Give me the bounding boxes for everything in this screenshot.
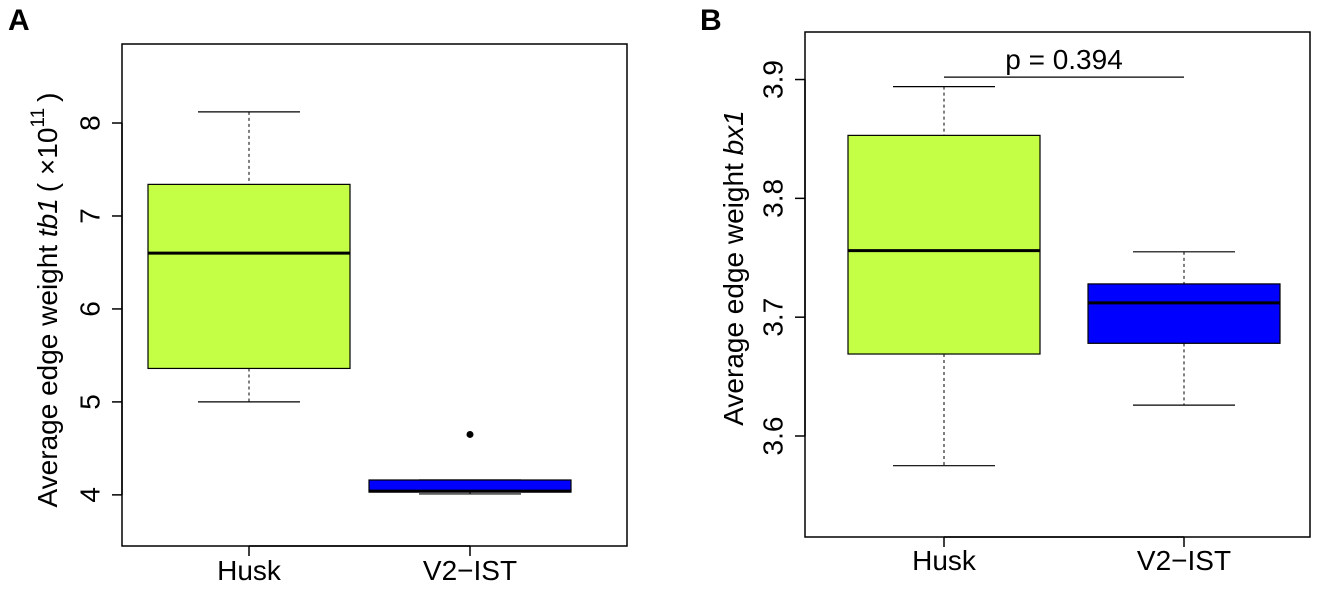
y-tick-label: 4 [74,487,105,503]
boxplot-husk [147,111,351,403]
x-tick-label: Husk [912,545,977,576]
panel-b-significance: p = 0.394 [944,44,1184,78]
y-tick-label: 7 [74,208,105,224]
panel-a-ylabel-gene: tb1 [32,198,63,237]
iqr-box [147,183,351,370]
panel-a: A 4 5 6 7 8 Husk V2−IST Average edge weight t… [8,4,628,586]
panel-a-x-axis: Husk V2−IST [217,545,517,586]
y-tick-label: 5 [74,394,105,410]
panel-b-boxplots [847,86,1281,467]
y-tick-label: 3.9 [757,60,788,99]
panel-b: B 3.6 3.7 3.8 3.9 Husk V2−IST p = 0.394 Aver… [700,4,1311,576]
y-tick-label: 3.6 [757,417,788,456]
panel-b-ylabel-gene: bx1 [718,110,749,155]
panel-a-ylabel-close: ) [32,93,63,102]
boxplot-husk [847,86,1041,467]
y-tick-label: 3.8 [757,179,788,218]
panel-a-ylabel-prefix: Average edge weight [32,237,63,507]
panel-a-y-axis: 4 5 6 7 8 [74,115,123,503]
panel-a-ylabel-scale: ( ×10 [32,128,63,193]
p-value-label: p = 0.394 [1005,44,1123,75]
panel-b-y-axis-title: Average edge weight bx1 [718,110,749,426]
panel-a-boxplots [147,111,572,495]
y-tick-label: 3.7 [757,298,788,337]
boxplot-v2-ist [368,430,572,495]
panel-b-y-axis: 3.6 3.7 3.8 3.9 [757,60,806,456]
panel-a-label: A [8,4,30,37]
y-tick-label: 6 [74,301,105,317]
panel-a-ylabel-exponent: 11 [28,108,49,128]
x-tick-label: V2−IST [423,555,517,586]
iqr-box [847,134,1041,355]
x-tick-label: V2−IST [1137,545,1231,576]
y-tick-label: 8 [74,115,105,131]
panel-b-ylabel-prefix: Average edge weight [718,155,749,425]
boxplot-v2-ist [1087,251,1281,406]
panel-b-x-axis: Husk V2−IST [912,536,1231,576]
x-tick-label: Husk [217,555,282,586]
panel-a-y-axis-title: Average edge weight tb1 ( ×1011) [28,93,63,508]
panel-b-label: B [700,4,722,37]
iqr-box [1087,283,1281,344]
outlier-point [466,430,474,438]
